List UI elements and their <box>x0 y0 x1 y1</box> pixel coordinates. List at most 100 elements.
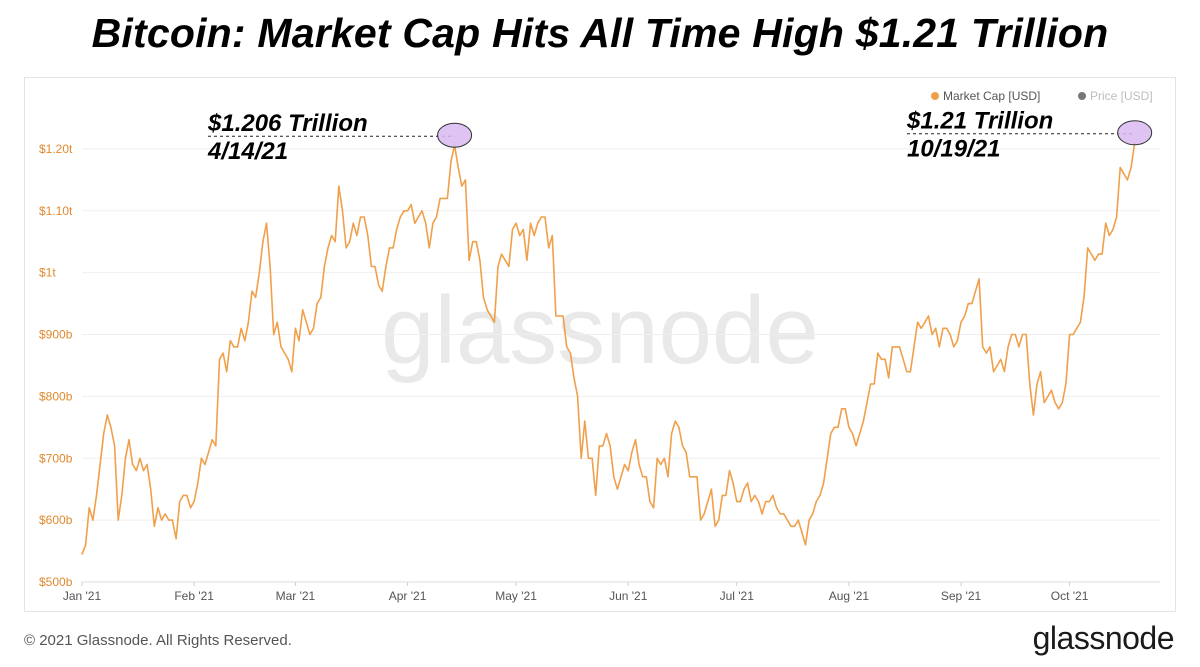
data-point <box>1116 216 1118 218</box>
data-point <box>1126 179 1128 181</box>
data-point <box>533 234 535 237</box>
data-point <box>917 321 919 323</box>
data-point <box>584 420 586 422</box>
data-point <box>985 352 988 354</box>
data-point <box>877 352 879 354</box>
data-point <box>710 488 713 490</box>
x-tick-label: Jan '21 <box>63 589 102 603</box>
data-point <box>906 371 908 373</box>
data-point <box>511 228 514 230</box>
data-point <box>1079 321 1081 323</box>
data-point <box>638 463 640 466</box>
data-point <box>273 333 275 336</box>
data-point <box>819 494 821 496</box>
x-tick-label: Sep '21 <box>941 589 982 603</box>
data-point <box>786 519 789 521</box>
data-point <box>157 507 159 509</box>
data-point <box>291 371 293 373</box>
data-point <box>233 346 235 348</box>
data-point <box>989 346 991 348</box>
data-point <box>844 408 846 410</box>
data-point <box>407 210 409 212</box>
data-point <box>302 309 304 311</box>
legend-label-market-cap: Market Cap [USD] <box>943 89 1040 103</box>
data-point <box>135 470 137 472</box>
data-point <box>1072 333 1074 336</box>
data-point <box>461 185 463 187</box>
data-point <box>237 346 239 348</box>
data-point <box>370 265 372 268</box>
data-point <box>276 321 278 323</box>
data-point <box>132 463 134 466</box>
y-tick-label: $900b <box>39 328 73 342</box>
x-tick-label: Apr '21 <box>389 589 427 603</box>
data-point <box>598 445 600 447</box>
data-point <box>367 234 369 237</box>
y-tick-label: $600b <box>39 513 73 527</box>
data-point <box>732 482 734 484</box>
data-point <box>359 216 362 218</box>
data-point <box>457 166 459 169</box>
data-point <box>649 501 651 503</box>
data-point <box>1112 228 1114 230</box>
data-point <box>381 290 383 292</box>
data-point <box>544 216 546 218</box>
data-point <box>204 463 206 466</box>
data-point <box>497 265 499 268</box>
data-point <box>265 222 268 224</box>
data-point <box>884 358 886 360</box>
data-point <box>624 463 626 466</box>
data-point <box>1011 333 1013 336</box>
data-point <box>323 265 325 268</box>
data-point <box>602 445 604 447</box>
data-point <box>522 228 524 230</box>
data-point <box>848 426 850 428</box>
data-point <box>468 259 470 261</box>
data-point <box>193 501 195 503</box>
data-point <box>736 501 738 503</box>
data-point <box>768 501 770 503</box>
data-point <box>327 247 329 249</box>
data-point <box>1029 383 1031 385</box>
data-point <box>345 247 347 249</box>
data-point <box>898 346 901 348</box>
data-point <box>443 197 445 199</box>
data-point <box>551 234 553 237</box>
data-point <box>490 315 492 317</box>
data-point <box>964 315 966 317</box>
data-point <box>410 204 412 206</box>
data-point <box>139 457 141 459</box>
data-point <box>85 544 87 546</box>
data-point <box>761 513 763 515</box>
data-point <box>797 519 799 521</box>
data-point <box>284 352 286 354</box>
y-tick-label: $500b <box>39 575 73 589</box>
data-point <box>1050 389 1053 391</box>
market-cap-chart: glassnode $500b $600b $700b $800b $900b $1t $1.… <box>39 89 1160 603</box>
data-point <box>464 179 466 181</box>
data-point <box>960 321 962 323</box>
data-point <box>255 296 257 298</box>
data-point <box>334 241 336 243</box>
data-point <box>653 507 655 509</box>
data-point <box>815 501 817 503</box>
data-point <box>475 241 477 243</box>
data-point <box>540 216 543 218</box>
data-point <box>808 519 810 521</box>
data-point <box>399 216 401 218</box>
data-point <box>110 426 112 428</box>
data-point <box>866 402 868 404</box>
data-point <box>305 321 307 323</box>
data-point <box>1032 414 1034 416</box>
data-point <box>215 445 217 447</box>
data-point <box>678 426 680 428</box>
data-point <box>946 327 948 329</box>
data-point <box>671 432 673 435</box>
x-tick-label: Mar '21 <box>276 589 316 603</box>
data-point <box>356 234 358 237</box>
data-point <box>902 358 904 360</box>
data-point <box>262 241 264 243</box>
data-point <box>595 494 597 496</box>
data-point <box>569 352 572 354</box>
data-point <box>530 222 532 224</box>
